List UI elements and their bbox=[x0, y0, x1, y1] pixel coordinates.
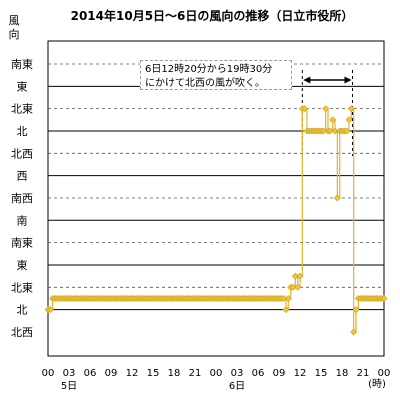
x-tick-label: 18 bbox=[168, 368, 181, 379]
y-axis-label-1: 風 bbox=[9, 14, 20, 27]
x-tick-label: 15 bbox=[147, 368, 160, 379]
data-point bbox=[345, 116, 353, 124]
data-point bbox=[294, 283, 302, 291]
x-tick-label: 00 bbox=[378, 368, 391, 379]
data-point bbox=[46, 306, 54, 314]
x-tick-label: 09 bbox=[105, 368, 118, 379]
annotation-arrow-left bbox=[303, 76, 311, 84]
data-point bbox=[329, 116, 337, 124]
x-tick-label: 00 bbox=[42, 368, 55, 379]
x-tick-label: 21 bbox=[189, 368, 202, 379]
data-point bbox=[350, 328, 358, 336]
data-point bbox=[282, 306, 290, 314]
x-tick-label: 15 bbox=[315, 368, 328, 379]
x-tick-label: 03 bbox=[231, 368, 244, 379]
series-wind-direction bbox=[44, 105, 388, 336]
y-tick-label: 北西 bbox=[11, 147, 33, 160]
x-date-label: 5日 bbox=[61, 381, 77, 392]
y-tick-label: 北西 bbox=[11, 326, 33, 339]
x-tick-label: 12 bbox=[294, 368, 307, 379]
data-point bbox=[280, 295, 288, 302]
y-tick-label: 南 bbox=[17, 214, 28, 227]
data-point bbox=[284, 295, 292, 302]
annotation-arrow-right bbox=[344, 76, 352, 84]
data-point bbox=[352, 306, 360, 314]
data-point bbox=[331, 127, 339, 135]
x-axis-unit: (時) bbox=[368, 378, 386, 390]
y-tick-label: 北東 bbox=[11, 281, 33, 294]
x-tick-label: 18 bbox=[336, 368, 349, 379]
annotation-box: 6日12時20分から19時30分 にかけて北西の風が吹く。 bbox=[140, 60, 292, 90]
annotation-line-2: にかけて北西の風が吹く。 bbox=[145, 78, 265, 89]
x-tick-labels: 00 03 06 09 12 15 18 21 00 03 06 09 12 15 18 21 00 5日 6日 bbox=[42, 368, 391, 392]
x-tick-label: 00 bbox=[210, 368, 223, 379]
y-tick-label: 南東 bbox=[11, 58, 33, 71]
y-tick-label: 北 bbox=[17, 125, 28, 138]
x-tick-label: 06 bbox=[84, 368, 97, 379]
chart-title: 2014年10月5日～6日の風向の推移（日立市役所） bbox=[71, 8, 354, 23]
y-tick-label: 南東 bbox=[11, 237, 33, 250]
data-point bbox=[301, 105, 309, 113]
data-point bbox=[343, 127, 351, 135]
y-tick-label: 南西 bbox=[11, 192, 33, 205]
data-point bbox=[291, 272, 299, 280]
data-point bbox=[326, 127, 334, 135]
x-date-label: 6日 bbox=[229, 381, 245, 392]
data-point bbox=[289, 283, 297, 291]
data-point bbox=[347, 105, 355, 113]
x-tick-label: 21 bbox=[357, 368, 370, 379]
annotation-range bbox=[301, 70, 353, 156]
plot-frame bbox=[47, 40, 385, 357]
y-tick-label: 北東 bbox=[11, 103, 33, 116]
x-tick-label: 03 bbox=[63, 368, 76, 379]
data-point bbox=[319, 127, 327, 135]
y-tick-label: 西 bbox=[17, 170, 28, 183]
x-tick-label: 09 bbox=[273, 368, 286, 379]
data-point bbox=[333, 194, 341, 202]
y-tick-label: 北 bbox=[17, 304, 28, 317]
data-point bbox=[322, 105, 330, 113]
y-axis-label-2: 向 bbox=[9, 27, 20, 41]
x-tick-label: 06 bbox=[252, 368, 265, 379]
data-point bbox=[380, 295, 388, 302]
y-tick-label: 東 bbox=[17, 80, 28, 93]
y-tick-label: 東 bbox=[17, 259, 28, 272]
annotation-line-1: 6日12時20分から19時30分 bbox=[145, 64, 273, 75]
x-tick-label: 12 bbox=[126, 368, 139, 379]
data-point bbox=[296, 272, 304, 280]
